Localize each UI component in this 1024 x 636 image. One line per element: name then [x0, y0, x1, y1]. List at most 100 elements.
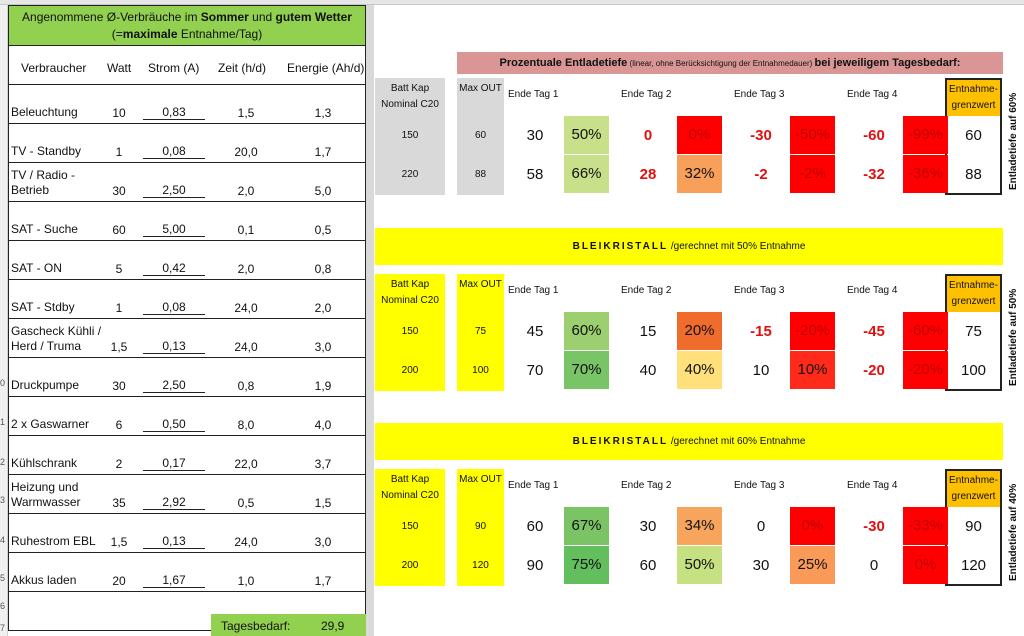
day-percent-cell: 75%	[564, 546, 609, 584]
cell-time: 22,0	[234, 457, 258, 471]
day-percent-cell: -20%	[790, 312, 835, 350]
title-bold: maximale	[122, 27, 178, 41]
max-header: Max OUT	[459, 474, 502, 485]
day-remaining-value: 90	[526, 557, 544, 574]
day-percent-cell: 66%	[564, 155, 609, 193]
cell-energy: 5,0	[314, 184, 332, 198]
day-percent-cell: 0%	[903, 546, 948, 584]
table-row: Kühlschrank 2 0,17 22,0 3,7	[9, 436, 365, 475]
side-label: Entladetiefe auf 40%	[1008, 483, 1019, 581]
header-watt: Watt	[107, 61, 132, 75]
day-percent-cell: 60%	[564, 312, 609, 350]
cell-watt: 30	[112, 379, 126, 393]
day-header: Ende Tag 1	[508, 89, 559, 100]
daily-total: Tagesbedarf: 29,9	[211, 614, 373, 636]
limit-value: 75	[965, 323, 982, 340]
table-row: Gascheck Kühli / Herd / Truma 1,5 0,13 24,0…	[9, 319, 365, 358]
row-number: 1	[0, 417, 6, 427]
cell-name: SAT - Suche	[11, 222, 78, 236]
cell-watt: 1,5	[110, 340, 128, 354]
day-header: Ende Tag 3	[734, 480, 785, 491]
day-remaining-value: 0	[756, 518, 766, 535]
cell-amp: 2,92	[143, 495, 205, 510]
capacity-value: 150	[401, 326, 419, 337]
cell-watt: 5	[115, 262, 123, 276]
day-remaining-value: 58	[526, 166, 544, 183]
band-note: /gerechnet mit 50% Entnahme	[668, 241, 806, 252]
day-remaining-value: 30	[639, 518, 657, 535]
cap-header: Batt Kap Nominal C20	[381, 83, 439, 110]
cell-watt: 2	[115, 457, 123, 471]
day-percent-cell: 0%	[677, 116, 722, 154]
capacity-column-bg	[375, 469, 445, 586]
row-number: 0	[0, 378, 6, 388]
band-note: /gerechnet mit 60% Entnahme	[668, 436, 806, 447]
calc-band: BLEIKRISTALL /gerechnet mit 60% Entnahme	[375, 423, 1003, 460]
cell-watt: 60	[112, 223, 126, 237]
daily-total-label: Tagesbedarf:	[221, 619, 291, 633]
cell-watt: 30	[112, 184, 126, 198]
cell-name: SAT - ON	[11, 261, 62, 275]
capacity-value: 150	[401, 130, 419, 141]
capacity-value: 200	[401, 560, 419, 571]
cell-time: 0,1	[237, 223, 255, 237]
limit-header: Entnahme-grenzwert	[945, 469, 1002, 507]
cell-energy: 3,0	[314, 340, 332, 354]
row-number: 2	[0, 457, 6, 467]
max-out-value: 88	[474, 169, 487, 180]
day-remaining-value: -32	[863, 166, 885, 183]
cell-watt: 1	[115, 301, 123, 315]
cell-name: Heizung und Warmwasser	[11, 480, 81, 509]
max-column-bg	[457, 274, 504, 391]
day-percent-cell: -50%	[790, 116, 835, 154]
side-label: Entladetiefe auf 60%	[1008, 92, 1019, 190]
day-header: Ende Tag 2	[621, 89, 672, 100]
cell-amp: 0,13	[143, 534, 205, 549]
column-separator	[366, 5, 374, 636]
day-percent-cell: -99%	[903, 116, 948, 154]
table-row: Ruhestrom EBL 1,5 0,13 24,0 3,0	[9, 514, 365, 553]
header-row-border	[9, 46, 365, 85]
row-number: 4	[0, 535, 6, 545]
day-remaining-value: -2	[754, 166, 768, 183]
day-header: Ende Tag 3	[734, 89, 785, 100]
day-percent-cell: 20%	[677, 312, 722, 350]
header-bold: bei jeweiligem Tagesbedarf:	[814, 57, 961, 69]
cell-amp: 0,17	[143, 456, 205, 471]
cell-name: Druckpumpe	[11, 378, 80, 392]
day-header: Ende Tag 1	[508, 480, 559, 491]
calc-band: BLEIKRISTALL /gerechnet mit 50% Entnahme	[375, 228, 1003, 265]
cell-amp: 0,83	[143, 105, 205, 120]
cell-name: 2 x Gaswarner	[11, 417, 90, 431]
table-row: SAT - ON 5 0,42 2,0 0,8	[9, 241, 365, 280]
max-out-value: 100	[472, 365, 489, 376]
cell-name: Kühlschrank	[11, 456, 78, 470]
capacity-value: 200	[401, 365, 419, 376]
table-row: Beleuchtung 10 0,83 1,5 1,3	[9, 85, 365, 124]
cell-time: 20,0	[234, 145, 258, 159]
day-remaining-value: 70	[526, 362, 544, 379]
header-energy: Energie (Ah/d)	[287, 61, 365, 75]
day-percent-cell: 67%	[564, 507, 609, 545]
cell-amp: 2,50	[143, 183, 205, 198]
cell-time: 1,5	[237, 106, 255, 120]
day-percent-cell: 25%	[790, 546, 835, 584]
day-remaining-value: 30	[752, 557, 770, 574]
table-row: 2 x Gaswarner 6 0,50 8,0 4,0	[9, 397, 365, 436]
day-percent-cell: -20%	[903, 351, 948, 389]
cell-time: 2,0	[237, 184, 255, 198]
cell-energy: 1,9	[314, 379, 332, 393]
capacity-value: 220	[401, 169, 419, 180]
side-label: Entladetiefe auf 50%	[1008, 288, 1019, 386]
cell-watt: 1,5	[110, 535, 128, 549]
cell-amp: 1,67	[143, 573, 205, 588]
day-percent-cell: 70%	[564, 351, 609, 389]
max-out-value: 120	[472, 560, 489, 571]
cell-amp: 0,08	[143, 144, 205, 159]
header-time: Zeit (h/d)	[218, 61, 267, 75]
column-header-strip	[0, 0, 1024, 5]
header-consumer: Verbraucher	[21, 61, 87, 75]
day-header: Ende Tag 2	[621, 480, 672, 491]
band-title: BLEIKRISTALL	[572, 241, 669, 252]
band-title: BLEIKRISTALL	[572, 436, 669, 447]
